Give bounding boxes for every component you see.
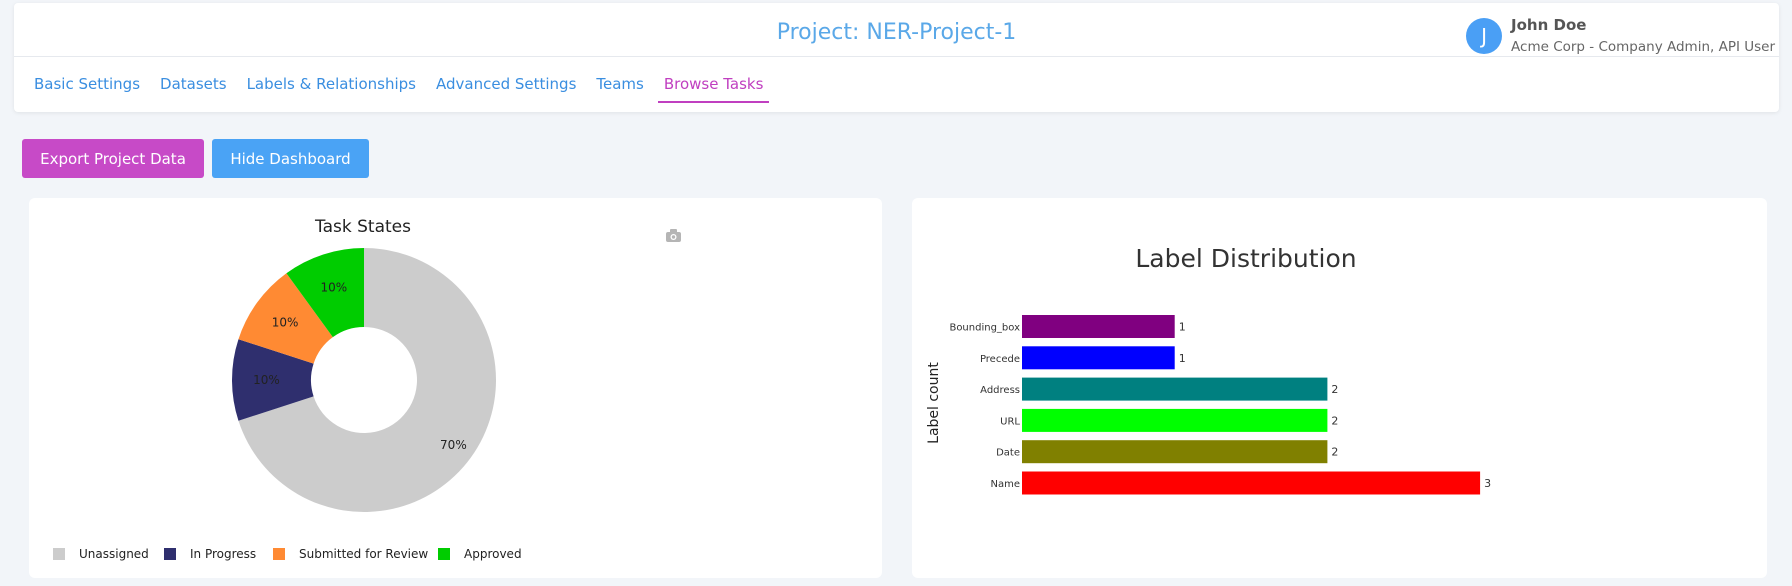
tab-basic-settings[interactable]: Basic Settings	[34, 75, 141, 93]
tab-browse-tasks[interactable]: Browse Tasks	[657, 70, 770, 103]
bar-bounding-box[interactable]	[1022, 315, 1175, 338]
export-project-data-button[interactable]: Export Project Data	[22, 139, 204, 178]
user-info[interactable]: J John Doe Acme Corp - Company Admin, AP…	[1466, 15, 1775, 57]
slice-label-approved: 10%	[321, 280, 348, 294]
bar-name[interactable]	[1022, 471, 1481, 495]
bar-precede[interactable]	[1022, 346, 1175, 370]
task-states-chart: Task States 70% 10% 10% 10% Unassigned In Pr…	[53, 217, 681, 561]
legend-swatch	[273, 548, 285, 560]
bar-category-name: Name	[990, 479, 1020, 490]
bar-value-url: 2	[1331, 414, 1338, 427]
project-header: Project: NER-Project-1 J John Doe Acme C…	[14, 3, 1779, 112]
user-name: John Doe	[1511, 16, 1587, 34]
pie-slice-in-progress[interactable]	[232, 339, 314, 421]
task-states-panel: Task States 70% 10% 10% 10% Unassigned In Pr…	[29, 198, 882, 578]
bar-category-precede: Precede	[980, 354, 1020, 365]
y-axis-label: Label count	[926, 362, 942, 444]
bars: Bounding_box 1 Precede 1 Address 2 URL 2 Date 2 Na…	[949, 315, 1491, 495]
label-distribution-panel: Label Distribution Label count Bounding_…	[912, 198, 1767, 578]
tab-datasets[interactable]: Datasets	[160, 75, 227, 93]
tab-teams[interactable]: Teams	[596, 75, 644, 93]
bar-value-name: 3	[1484, 477, 1491, 490]
bar-url[interactable]	[1022, 408, 1328, 432]
legend-label: Submitted for Review	[299, 547, 428, 561]
legend-item-unassigned[interactable]: Unassigned	[53, 547, 149, 561]
chart-title: Task States	[314, 217, 411, 237]
legend-label: Unassigned	[79, 547, 149, 561]
slice-label-in-progress: 10%	[253, 373, 280, 387]
pie-labels: 70% 10% 10% 10%	[253, 280, 467, 452]
legend-item-in-progress[interactable]: In Progress	[164, 547, 256, 561]
bar-value-bounding-box: 1	[1179, 321, 1186, 334]
label-distribution-chart: Label Distribution Label count Bounding_…	[926, 244, 1491, 495]
slice-label-unassigned: 70%	[440, 438, 467, 452]
legend-swatch	[438, 548, 450, 560]
chart-title: Label Distribution	[1135, 244, 1356, 273]
bar-category-address: Address	[980, 385, 1020, 396]
legend-item-approved[interactable]: Approved	[438, 547, 522, 561]
bar-value-precede: 1	[1179, 352, 1186, 365]
bar-value-date: 2	[1331, 446, 1338, 459]
avatar[interactable]: J	[1466, 18, 1503, 54]
bar-category-bounding-box: Bounding_box	[949, 323, 1020, 334]
tab-advanced-settings[interactable]: Advanced Settings	[436, 75, 577, 93]
bar-value-address: 2	[1331, 383, 1338, 396]
pie-slice-approved[interactable]	[286, 248, 364, 338]
tab-labels-relationships[interactable]: Labels & Relationships	[246, 75, 416, 93]
project-tabs: Basic Settings Datasets Labels & Relatio…	[34, 70, 789, 103]
bar-address[interactable]	[1022, 377, 1328, 401]
legend-swatch	[164, 548, 176, 560]
user-role: Acme Corp - Company Admin, API User	[1511, 39, 1775, 55]
pie-slice-submitted-for-review[interactable]	[238, 273, 333, 364]
pie-slice-unassigned[interactable]	[238, 248, 496, 512]
bar-category-date: Date	[996, 448, 1020, 459]
pie-slices	[232, 248, 496, 512]
legend-label: In Progress	[190, 547, 256, 561]
pie-legend: Unassigned In Progress Submitted for Revie…	[53, 547, 522, 561]
slice-label-submitted-for-review: 10%	[272, 316, 299, 330]
camera-icon[interactable]	[666, 229, 681, 242]
page-title: Project: NER-Project-1	[776, 20, 1017, 45]
legend-item-submitted-for-review[interactable]: Submitted for Review	[273, 547, 428, 561]
legend-swatch	[53, 548, 65, 560]
bar-date[interactable]	[1022, 440, 1328, 464]
bar-category-url: URL	[1000, 416, 1020, 427]
legend-label: Approved	[464, 547, 522, 561]
hide-dashboard-button[interactable]: Hide Dashboard	[212, 139, 369, 178]
header-divider	[14, 56, 1779, 57]
